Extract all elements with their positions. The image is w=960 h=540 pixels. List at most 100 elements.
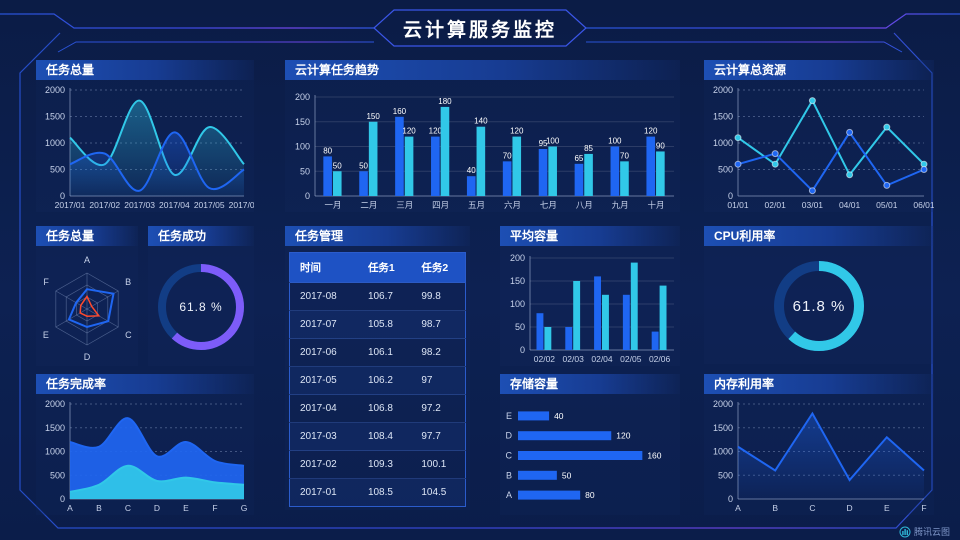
svg-text:50: 50	[562, 470, 572, 480]
task-management-table: 时间 任务1 任务2 2017-08 106.7 99.8 2017-07 105.8 98.7…	[285, 248, 470, 510]
cloud-total-resources-panel: 云计算总资源 0 500 1000 1500 2000 01/01 02/01 03/01 04…	[704, 60, 935, 212]
svg-text:三月: 三月	[396, 200, 413, 210]
svg-text:E: E	[183, 503, 189, 513]
panel-title-cloud-task-trend: 云计算任务趋势	[285, 60, 680, 80]
cloud-total-resources-line-chart: 0 500 1000 1500 2000 01/01 02/01 03/01 04/01 05/0…	[704, 82, 935, 212]
svg-text:四月: 四月	[432, 200, 449, 210]
table-row: 2017-05 106.2 97	[289, 366, 466, 395]
table-cell: 2017-05	[289, 366, 358, 395]
svg-text:D: D	[154, 503, 160, 513]
svg-text:七月: 七月	[540, 200, 557, 210]
svg-text:八月: 八月	[576, 200, 593, 210]
svg-text:150: 150	[366, 112, 380, 121]
svg-text:500: 500	[718, 165, 733, 175]
brand-logo: 腾讯云图	[899, 525, 950, 538]
svg-text:02/05: 02/05	[620, 354, 642, 364]
table-cell: 109.3	[357, 450, 412, 479]
svg-text:G: G	[241, 503, 248, 513]
svg-text:06/01: 06/01	[913, 200, 934, 210]
svg-text:F: F	[921, 503, 926, 513]
svg-text:50: 50	[333, 161, 342, 170]
task-management-data-table: 时间 任务1 任务2 2017-08 106.7 99.8 2017-07 105.8 98.7…	[289, 252, 466, 507]
page-title: 云计算服务监控	[402, 20, 557, 41]
table-row: 2017-08 106.7 99.8	[289, 282, 466, 311]
svg-text:0: 0	[728, 494, 733, 504]
svg-text:40: 40	[554, 411, 564, 421]
svg-text:2017/02: 2017/02	[89, 200, 120, 210]
avg-capacity-panel: 平均容量 0 50 100 150 200 02/02 02/03 02/04 02/05 02/…	[500, 226, 680, 366]
svg-text:140: 140	[474, 117, 488, 126]
svg-text:B: B	[772, 503, 778, 513]
table-cell: 2017-06	[289, 338, 358, 367]
storage-capacity-hbar-chart: E 40 D 120 C 160 B 50 A 80	[500, 396, 680, 515]
svg-text:D: D	[84, 352, 91, 362]
svg-text:160: 160	[647, 451, 661, 461]
svg-text:120: 120	[616, 431, 630, 441]
table-row: 2017-03 108.4 97.7	[289, 422, 466, 451]
svg-text:F: F	[43, 277, 49, 287]
svg-text:A: A	[84, 255, 90, 265]
svg-text:1000: 1000	[45, 138, 65, 148]
svg-text:1500: 1500	[45, 112, 65, 122]
svg-text:D: D	[847, 503, 853, 513]
svg-text:120: 120	[510, 127, 524, 136]
cpu-usage-donut-chart	[704, 248, 934, 364]
table-cell: 104.5	[411, 478, 466, 507]
svg-text:120: 120	[644, 127, 658, 136]
svg-text:40: 40	[467, 166, 476, 175]
table-cell: 97.2	[411, 394, 466, 423]
table-row: 2017-07 105.8 98.7	[289, 310, 466, 339]
table-cell: 106.2	[357, 366, 412, 395]
svg-text:04/01: 04/01	[839, 200, 861, 210]
svg-text:70: 70	[620, 151, 629, 160]
panel-title-task-management: 任务管理	[285, 226, 470, 246]
table-row: 2017-06 106.1 98.2	[289, 338, 466, 367]
svg-text:A: A	[506, 490, 512, 500]
table-cell: 98.2	[411, 338, 466, 367]
svg-text:二月: 二月	[360, 200, 377, 210]
table-cell: 100.1	[411, 450, 466, 479]
svg-text:B: B	[96, 503, 102, 513]
svg-text:100: 100	[295, 142, 310, 152]
panel-title-storage-capacity: 存储容量	[500, 374, 680, 394]
svg-text:70: 70	[503, 151, 512, 160]
svg-text:九月: 九月	[612, 200, 629, 210]
table-header-cell: 时间	[289, 252, 358, 283]
task-completion-area-chart: 0 500 1000 1500 2000 A B C D E F G	[36, 396, 254, 515]
table-cell: 97	[411, 366, 466, 395]
svg-text:85: 85	[584, 144, 593, 153]
svg-text:50: 50	[515, 322, 525, 332]
brand-logo-text: 腾讯云图	[913, 527, 950, 537]
svg-text:80: 80	[323, 146, 332, 155]
svg-text:200: 200	[295, 92, 310, 102]
panel-title-task-total: 任务总量	[36, 60, 254, 80]
svg-text:500: 500	[718, 470, 733, 480]
svg-text:0: 0	[305, 191, 310, 201]
svg-text:05/01: 05/01	[876, 200, 898, 210]
svg-text:0: 0	[520, 345, 525, 355]
table-row: 2017-04 106.8 97.2	[289, 394, 466, 423]
svg-text:50: 50	[359, 161, 368, 170]
table-cell: 2017-02	[289, 450, 358, 479]
svg-text:100: 100	[510, 299, 525, 309]
table-cell: 2017-08	[289, 282, 358, 311]
brand-logo-icon	[899, 526, 911, 537]
svg-text:C: C	[125, 503, 131, 513]
svg-text:1500: 1500	[45, 423, 65, 433]
svg-text:2017/01: 2017/01	[55, 200, 86, 210]
memory-usage-panel: 内存利用率 0 500 1000 1500 2000 A B C D E F	[704, 374, 934, 515]
svg-text:65: 65	[574, 154, 583, 163]
svg-text:2000: 2000	[713, 85, 733, 95]
table-cell: 106.1	[357, 338, 412, 367]
svg-text:A: A	[735, 503, 741, 513]
svg-text:01/01: 01/01	[727, 200, 749, 210]
svg-text:150: 150	[295, 117, 310, 127]
svg-text:B: B	[506, 470, 512, 480]
svg-text:180: 180	[438, 97, 452, 106]
avg-capacity-bar-chart: 0 50 100 150 200 02/02 02/03 02/04 02/05 02/06	[500, 248, 680, 366]
svg-text:2000: 2000	[713, 399, 733, 409]
task-total-radar-chart: A B C D E F	[36, 248, 138, 366]
svg-text:2017/06: 2017/06	[229, 200, 254, 210]
svg-text:0: 0	[60, 494, 65, 504]
panel-title-avg-capacity: 平均容量	[500, 226, 680, 246]
